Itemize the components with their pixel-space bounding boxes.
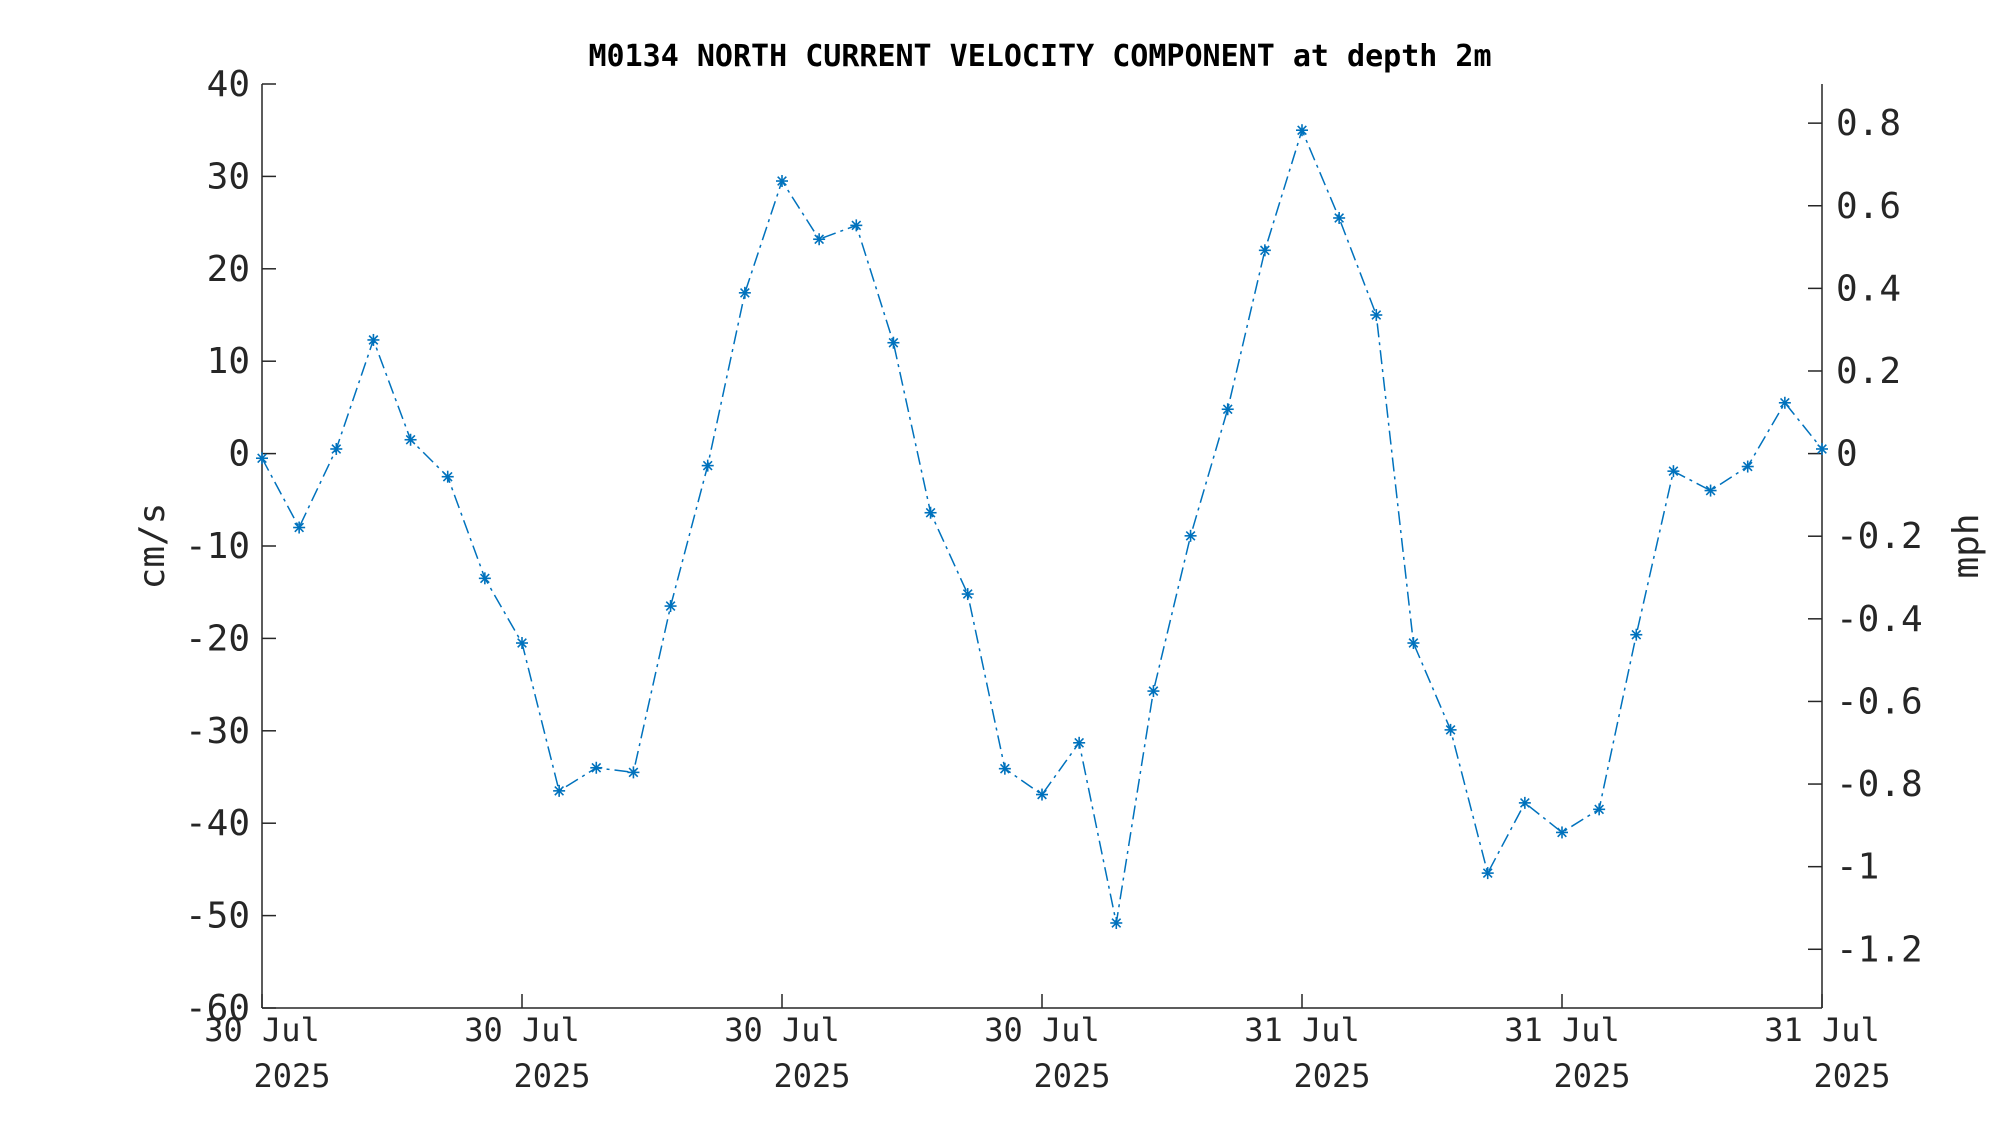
data-point <box>1667 465 1680 478</box>
x-ticks: 30 Jul 2025 30 Jul 2025 30 Jul 2025 30 Jul 2025… <box>204 994 1891 1095</box>
data-point <box>441 470 454 483</box>
axes <box>261 84 1823 1009</box>
y2-tick-label: 0 <box>1836 434 1858 475</box>
data-point <box>813 233 826 246</box>
data-point <box>1741 460 1754 473</box>
data-point <box>1147 685 1160 698</box>
data-point <box>1258 244 1271 257</box>
x-tick-label: 30 Jul <box>464 1011 580 1049</box>
y-tick-label: -40 <box>185 803 250 844</box>
plot-area <box>256 124 1828 929</box>
data-point <box>961 588 974 601</box>
y2-axis-label: mph <box>1946 513 1987 578</box>
x-tick-label: 31 Jul <box>1764 1011 1880 1049</box>
y2-tick-label: 0.8 <box>1836 103 1901 144</box>
data-point <box>1816 442 1828 455</box>
y2-tick-label: 0.2 <box>1836 351 1901 392</box>
y2-tick-label: -0.8 <box>1836 764 1923 805</box>
y-tick-label: -60 <box>185 988 250 1029</box>
y2-ticks: 0.8 0.6 0.4 0.2 0 -0.2 -0.4 -0.6 -0.8 -1 -1.2 <box>1808 103 1923 970</box>
data-point <box>1481 867 1494 880</box>
data-point <box>1778 396 1791 409</box>
data-point <box>1407 637 1420 650</box>
x-tick-label-year: 2025 <box>513 1057 590 1095</box>
data-point <box>1556 826 1568 839</box>
x-tick-label: 31 Jul <box>1504 1011 1620 1049</box>
y2-tick-label: 0.6 <box>1836 186 1901 227</box>
y-tick-label: -20 <box>185 618 250 659</box>
data-point <box>478 572 491 585</box>
y-tick-label: -50 <box>185 896 250 937</box>
y-tick-label: -30 <box>185 711 250 752</box>
data-point <box>738 286 751 299</box>
data-point <box>1036 788 1048 801</box>
series-line <box>261 128 1823 924</box>
data-point <box>1593 803 1606 816</box>
y-tick-label: 30 <box>207 156 250 197</box>
data-point <box>1110 916 1123 929</box>
x-tick-label-year: 2025 <box>1813 1057 1890 1095</box>
chart-title: M0134 NORTH CURRENT VELOCITY COMPONENT a… <box>588 39 1491 74</box>
y2-tick-label: 0.4 <box>1836 268 1901 309</box>
y2-tick-label: -0.4 <box>1836 599 1923 640</box>
y-tick-label: 10 <box>207 341 250 382</box>
y-tick-label: 20 <box>207 249 250 290</box>
data-point <box>887 336 900 349</box>
x-tick-label: 31 Jul <box>1244 1011 1360 1049</box>
data-point <box>1704 484 1717 497</box>
data-point <box>1296 124 1308 137</box>
series-markers <box>256 124 1828 929</box>
x-tick-label-year: 2025 <box>253 1057 330 1095</box>
data-point <box>1518 796 1531 809</box>
y-axis-label: cm/s <box>132 503 173 590</box>
data-point <box>1444 723 1457 736</box>
x-tick-label-year: 2025 <box>1033 1057 1110 1095</box>
data-point <box>850 219 863 232</box>
y-tick-label: 40 <box>207 64 250 105</box>
data-point <box>367 333 380 346</box>
y-tick-label: 0 <box>228 434 250 475</box>
data-point <box>553 784 566 797</box>
data-point <box>998 762 1011 775</box>
x-tick-label-year: 2025 <box>773 1057 850 1095</box>
data-point <box>1370 309 1383 321</box>
y2-tick-label: -1.2 <box>1836 929 1923 970</box>
x-tick-label-year: 2025 <box>1553 1057 1630 1095</box>
data-point <box>701 459 714 472</box>
data-point <box>404 433 417 446</box>
data-point <box>1184 529 1197 542</box>
data-point <box>1073 736 1086 749</box>
data-point <box>293 521 306 534</box>
data-point <box>256 452 268 465</box>
data-point <box>516 637 528 650</box>
y2-tick-label: -1 <box>1836 847 1879 888</box>
x-tick-label: 30 Jul <box>724 1011 840 1049</box>
y2-tick-label: -0.6 <box>1836 681 1923 722</box>
data-point <box>1333 211 1346 224</box>
x-tick-label: 30 Jul <box>984 1011 1100 1049</box>
data-point <box>664 600 677 613</box>
data-point <box>330 442 343 455</box>
y-ticks: 40 30 20 10 0 -10 -20 -30 -40 -50 -60 <box>185 64 276 1029</box>
x-tick-label: 30 Jul <box>204 1011 320 1049</box>
data-point <box>590 761 603 774</box>
data-point <box>1221 403 1234 416</box>
data-point <box>776 175 788 188</box>
data-point <box>924 506 937 519</box>
data-point <box>1630 628 1643 641</box>
x-tick-label-year: 2025 <box>1293 1057 1370 1095</box>
y-tick-label: -10 <box>185 526 250 567</box>
y2-tick-label: -0.2 <box>1836 516 1923 557</box>
data-point <box>627 766 640 779</box>
